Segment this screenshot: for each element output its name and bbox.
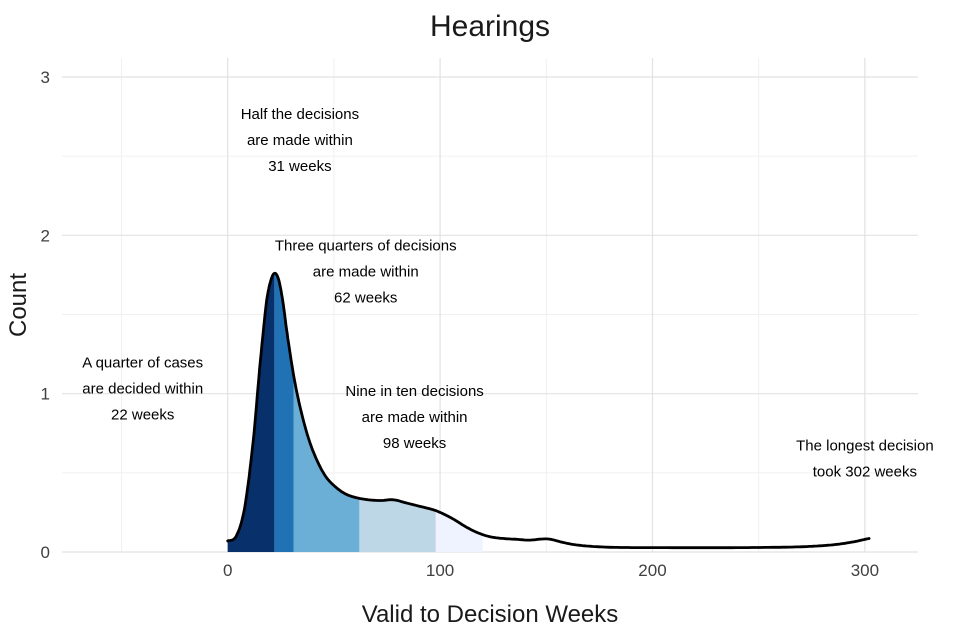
x-axis-tick-labels: 0 100 200 300	[223, 561, 879, 580]
minor-gridlines	[62, 58, 918, 552]
region-first-quartile	[227, 273, 275, 552]
x-tick-label: 0	[223, 561, 232, 580]
y-tick-label: 3	[41, 68, 50, 87]
x-tick-label: 200	[638, 561, 666, 580]
y-tick-label: 0	[41, 543, 50, 562]
region-third-quartile	[293, 374, 360, 552]
chart-title: Hearings	[430, 10, 550, 43]
y-tick-label: 1	[41, 385, 50, 404]
y-axis-tick-labels: 0 1 2 3	[41, 68, 50, 562]
annotation-nine-in-ten: Nine in ten decisions are made within 98 w…	[345, 383, 483, 452]
x-axis-label: Valid to Decision Weeks	[362, 601, 619, 628]
annotation-three-quarters: Three quarters of decisions are made with…	[275, 238, 457, 307]
annotation-longest: The longest decision took 302 weeks	[796, 437, 934, 480]
density-curve	[226, 271, 871, 550]
region-ninth-decile	[359, 498, 436, 552]
y-tick-label: 2	[41, 226, 50, 245]
y-axis-label: Count	[5, 273, 32, 337]
annotation-quarter: A quarter of cases are decided within 22 w…	[82, 355, 203, 424]
region-upper-tail	[435, 510, 483, 552]
x-tick-label: 100	[426, 561, 454, 580]
annotation-half: Half the decisions are made within 31 week…	[241, 106, 359, 175]
annotations: A quarter of cases are decided within 22 w…	[82, 106, 933, 480]
region-median-band	[274, 273, 294, 552]
x-tick-label: 300	[851, 561, 879, 580]
major-gridlines	[62, 58, 918, 553]
